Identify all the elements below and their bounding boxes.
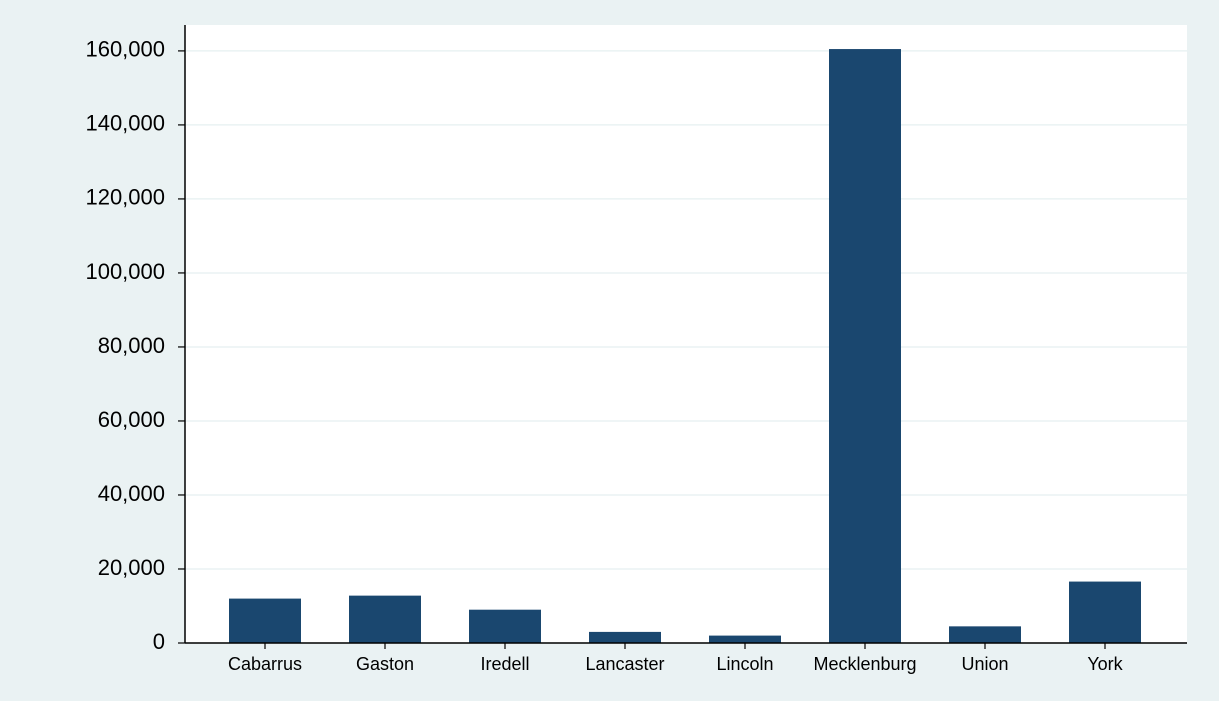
bar: [229, 598, 301, 643]
y-tick-label: 60,000: [98, 407, 165, 432]
bar: [949, 626, 1021, 643]
bar: [1069, 581, 1141, 643]
x-tick-label: Lincoln: [716, 654, 773, 674]
bar: [469, 609, 541, 643]
x-tick-label: York: [1087, 654, 1123, 674]
y-tick-label: 140,000: [85, 111, 165, 136]
y-tick-label: 40,000: [98, 481, 165, 506]
bar: [829, 49, 901, 643]
y-tick-label: 120,000: [85, 185, 165, 210]
x-tick-label: Iredell: [480, 654, 529, 674]
x-tick-label: Union: [961, 654, 1008, 674]
bar: [349, 595, 421, 643]
plot-area: [185, 25, 1187, 643]
bar: [709, 635, 781, 643]
y-tick-label: 160,000: [85, 37, 165, 62]
y-tick-label: 0: [153, 629, 165, 654]
x-tick-label: Lancaster: [585, 654, 664, 674]
y-tick-label: 20,000: [98, 555, 165, 580]
x-tick-label: Cabarrus: [228, 654, 302, 674]
y-tick-label: 100,000: [85, 259, 165, 284]
y-tick-label: 80,000: [98, 333, 165, 358]
bar: [589, 631, 661, 643]
x-tick-label: Mecklenburg: [813, 654, 916, 674]
x-tick-label: Gaston: [356, 654, 414, 674]
